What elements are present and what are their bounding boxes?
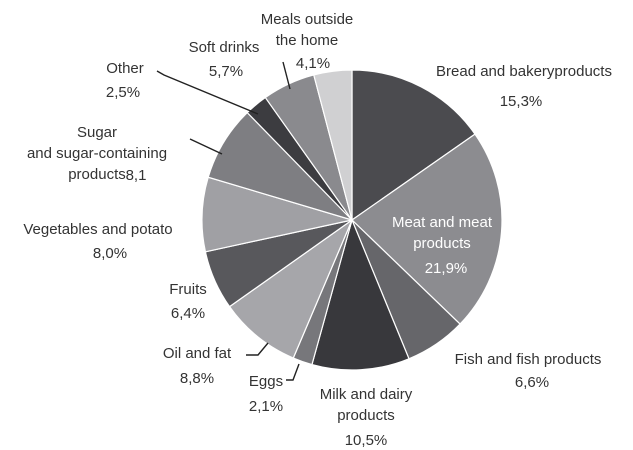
label-fish: Fish and fish products — [455, 351, 602, 368]
pie-slice-milk-and-dairy-products — [311, 218, 410, 371]
label-other: Other — [106, 60, 144, 77]
value-fruits: 6,4% — [171, 305, 205, 322]
label-sugar: Sugar and sugar-containing products — [27, 124, 167, 183]
value-soft-drinks: 5,7% — [209, 63, 243, 80]
label-eggs: Eggs — [249, 373, 283, 390]
label-bread: Bread and bakeryproducts — [436, 63, 612, 80]
value-fish: 6,6% — [515, 374, 549, 391]
leader-line-oil-and-fat — [246, 342, 269, 356]
value-milk: 10,5% — [345, 432, 388, 449]
pie-slice-oil-and-fat — [228, 218, 354, 359]
leader-line-soft-drinks — [282, 61, 291, 90]
pie-slice-meat-and-meat-products — [351, 133, 503, 325]
leader-line-sugar — [189, 138, 223, 155]
label-meat: Meat and meat products — [392, 214, 493, 252]
pie-slice-meals-outside-the-home — [313, 69, 353, 221]
label-soft-drinks: Soft drinks — [189, 39, 260, 56]
label-vegetables: Vegetables and potato — [23, 221, 172, 238]
value-eggs: 2,1% — [249, 398, 283, 415]
label-oil-and-fat: Oil and fat — [163, 345, 232, 362]
label-meals-outside: Meals outside the home — [261, 11, 354, 49]
label-milk: Milk and dairy products — [320, 386, 413, 424]
value-bread: 15,3% — [500, 93, 543, 110]
value-oil-and-fat: 8,8% — [180, 370, 214, 387]
value-meat: 21,9% — [425, 260, 468, 277]
leader-line-other — [156, 70, 259, 115]
value-sugar: 8,1 — [126, 167, 147, 184]
pie-slice-bread-and-bakeryproducts — [351, 69, 476, 222]
value-meals-outside: 4,1% — [296, 55, 330, 72]
label-fruits: Fruits — [169, 281, 207, 298]
pie-slices — [201, 69, 503, 371]
value-vegetables: 8,0% — [93, 245, 127, 262]
leader-line-eggs — [286, 363, 300, 381]
value-other: 2,5% — [106, 84, 140, 101]
